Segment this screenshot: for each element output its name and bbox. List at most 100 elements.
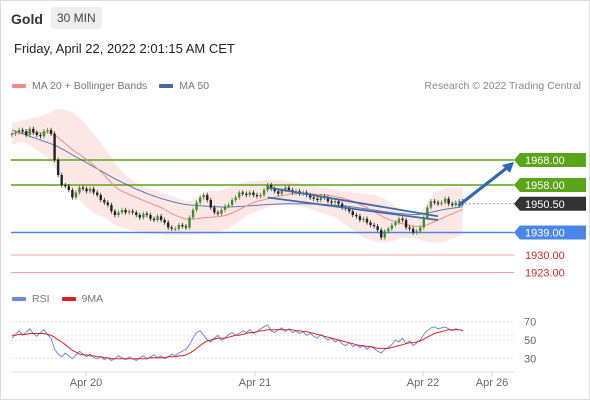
candle-body	[216, 212, 220, 214]
candle-body	[53, 133, 56, 160]
candle-body	[365, 218, 369, 223]
candle-body	[266, 185, 269, 190]
candle-body	[39, 135, 42, 137]
candle-body	[333, 201, 337, 203]
candle-body	[14, 132, 17, 134]
candle-body	[96, 192, 99, 195]
candle-body	[56, 160, 60, 175]
candle-body	[113, 211, 117, 215]
candle-body	[262, 190, 266, 195]
candle-body	[177, 225, 181, 229]
level-tag-label: 1950.50	[525, 199, 565, 211]
candle-body	[124, 210, 127, 213]
candle-body	[422, 217, 425, 228]
candle-body	[245, 193, 248, 195]
level-target-label: 1930.00	[525, 250, 565, 262]
legend-ma20: MA 20 + Bollinger Bands	[12, 80, 147, 92]
candle-body	[415, 231, 418, 233]
candle-body	[195, 202, 198, 210]
candle-body	[411, 228, 415, 233]
candle-body	[351, 211, 354, 215]
candle-body	[419, 227, 422, 232]
candle-body	[451, 203, 454, 205]
x-tick-label: Apr 20	[70, 377, 102, 389]
candle-body	[227, 205, 230, 207]
candle-body	[67, 186, 70, 190]
price-legend: MA 20 + Bollinger Bands MA 50	[12, 80, 221, 92]
candle-body	[120, 210, 124, 213]
candle-body	[355, 215, 358, 217]
candle-body	[35, 132, 39, 135]
candle-body	[238, 192, 241, 198]
candle-body	[443, 198, 447, 203]
candle-body	[223, 206, 227, 210]
candle-body	[213, 207, 216, 213]
candle-body	[337, 201, 340, 204]
candle-body	[458, 201, 461, 203]
candle-body	[184, 226, 188, 228]
candle-body	[309, 195, 312, 198]
candle-body	[81, 187, 85, 189]
legend-rsi-ma: 9MA	[61, 293, 104, 305]
candle-body	[312, 197, 315, 199]
timeframe-selector[interactable]: 30 MIN	[51, 7, 102, 29]
candle-body	[149, 215, 152, 219]
candle-body	[135, 212, 138, 215]
level-tag-label: 1939.00	[525, 228, 565, 240]
chart-datetime: Friday, April 22, 2022 2:01:15 AM CET	[14, 41, 235, 56]
candle-body	[426, 207, 429, 218]
legend-ma50-label: MA 50	[179, 80, 210, 92]
legend-rsi-ma-label: 9MA	[81, 293, 104, 305]
candle-body	[404, 220, 408, 228]
candle-body	[454, 202, 457, 205]
candle-body	[206, 195, 209, 200]
level-target-label: 1923.00	[525, 268, 565, 280]
candle-body	[394, 222, 397, 225]
legend-rsi-label: RSI	[32, 293, 50, 305]
candle-body	[259, 195, 262, 197]
candle-body	[99, 195, 102, 200]
ma20-swatch	[12, 84, 26, 88]
candle-body	[440, 202, 443, 204]
level-tag-label: 1968.00	[525, 155, 565, 167]
x-tick-label: Apr 21	[239, 377, 271, 389]
candle-body	[198, 197, 202, 203]
candle-body	[362, 218, 365, 220]
level-tag-bg	[514, 225, 586, 240]
candle-body	[340, 203, 344, 208]
candle-body	[78, 187, 81, 193]
projection-arrow	[457, 165, 510, 207]
candle-body	[376, 226, 379, 230]
candle-body	[17, 130, 21, 133]
candle-body	[447, 198, 450, 204]
rsi-tick-label: 70	[524, 316, 536, 328]
candle-body	[269, 185, 273, 189]
candle-body	[436, 202, 440, 204]
candle-body	[287, 187, 291, 190]
candle-body	[156, 216, 159, 220]
candle-body	[348, 208, 351, 212]
legend-ma50: MA 50	[159, 80, 209, 92]
x-tick-label: Apr 22	[407, 377, 439, 389]
candle-body	[181, 225, 184, 227]
candle-body	[25, 131, 28, 135]
level-tag-label: 1958.00	[525, 180, 565, 192]
candle-body	[117, 212, 120, 215]
candle-body	[230, 200, 234, 205]
trendline	[267, 196, 439, 221]
level-tag-resistance: 1968.00	[514, 153, 586, 167]
trendline	[267, 186, 439, 218]
candle-body	[127, 211, 131, 213]
candle-body	[142, 213, 145, 218]
candle-body	[103, 200, 106, 203]
candle-body	[248, 192, 252, 195]
candle-body	[170, 227, 173, 229]
candle-body	[21, 130, 24, 132]
candle-body	[42, 131, 46, 137]
candle-body	[401, 218, 404, 220]
candle-body	[284, 187, 287, 190]
legend-ma20-label: MA 20 + Bollinger Bands	[32, 80, 148, 92]
candle-body	[46, 130, 49, 132]
candle-body	[369, 222, 372, 225]
